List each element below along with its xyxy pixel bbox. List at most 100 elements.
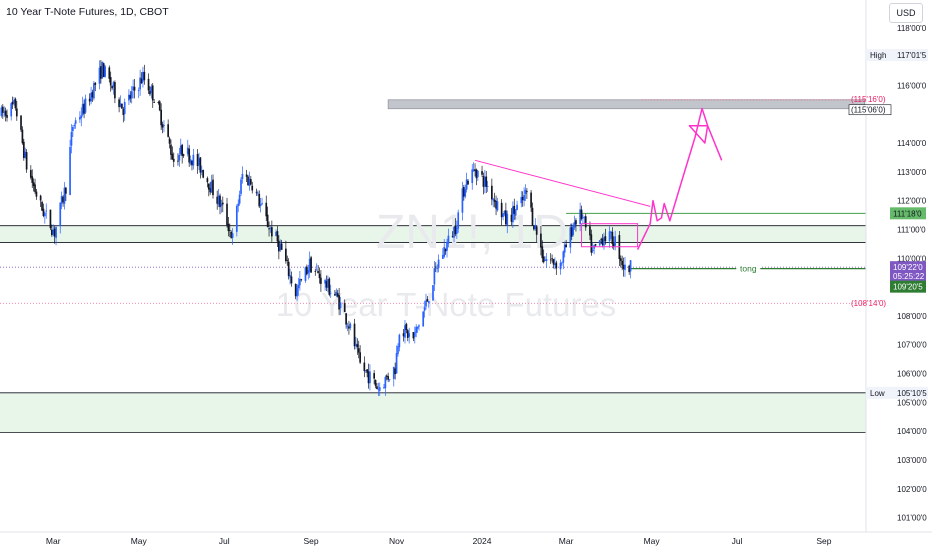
candle-body xyxy=(583,216,586,218)
candle xyxy=(404,319,406,344)
candle xyxy=(570,223,573,241)
candle-body xyxy=(534,224,537,230)
candle xyxy=(207,183,210,197)
candle xyxy=(406,329,409,342)
candle xyxy=(50,224,53,237)
candle xyxy=(563,241,566,258)
candle xyxy=(462,184,465,201)
candle xyxy=(45,203,48,219)
candle xyxy=(561,261,563,266)
trendline xyxy=(474,159,651,207)
candle-body xyxy=(4,110,7,116)
candle-body xyxy=(562,251,565,263)
candle xyxy=(219,193,221,215)
candle-body xyxy=(147,78,150,91)
candle-body xyxy=(516,204,518,210)
candle-body xyxy=(128,94,130,101)
price-tick-label: 116'00'0 xyxy=(897,81,927,90)
candle-body xyxy=(79,117,81,120)
candle xyxy=(464,184,467,199)
candle xyxy=(259,198,262,213)
candle-body xyxy=(349,323,352,328)
candle-body xyxy=(482,176,485,187)
price-tick-label: 114'00'0 xyxy=(897,139,927,148)
candle-body xyxy=(601,238,604,246)
candle-body xyxy=(230,231,233,239)
candle-body xyxy=(290,276,293,284)
candle xyxy=(182,153,185,158)
candle xyxy=(405,322,408,334)
candle-body xyxy=(554,263,556,266)
candle xyxy=(216,190,219,210)
candle-body xyxy=(542,256,545,263)
candle-body xyxy=(395,353,398,374)
candle-body xyxy=(271,227,273,237)
candle xyxy=(524,184,527,202)
candle xyxy=(591,242,594,254)
candle-body xyxy=(122,108,125,115)
candle-body xyxy=(545,259,548,262)
candle xyxy=(296,283,298,301)
candle xyxy=(364,370,367,373)
candle-body xyxy=(318,273,321,279)
candle xyxy=(308,251,311,278)
candle-body xyxy=(157,102,160,103)
candle-body xyxy=(24,151,27,158)
price-tick-label: 111'00'0 xyxy=(897,225,926,234)
candle-body xyxy=(114,82,116,99)
candle xyxy=(413,326,416,344)
candle-body xyxy=(621,260,624,266)
candle xyxy=(555,260,558,275)
candle-body xyxy=(108,67,111,79)
candle xyxy=(32,178,35,192)
candle-body xyxy=(565,244,567,248)
candle xyxy=(552,258,555,269)
candle xyxy=(137,87,140,99)
candle-body xyxy=(189,159,192,164)
candle xyxy=(101,61,104,80)
candle xyxy=(41,200,43,212)
candle-body xyxy=(493,199,496,202)
candle xyxy=(286,255,289,266)
candle xyxy=(598,240,601,247)
candle xyxy=(521,191,524,207)
candle xyxy=(290,271,293,287)
candle-body xyxy=(366,369,368,373)
candle-body xyxy=(575,220,577,225)
candle xyxy=(170,139,172,160)
candle xyxy=(238,190,241,206)
last-price: 109'22'0 xyxy=(893,263,923,272)
candle-body xyxy=(467,180,469,185)
candle-body xyxy=(177,160,179,162)
candle xyxy=(619,255,622,268)
candle xyxy=(59,202,62,234)
candle xyxy=(108,65,111,83)
candle xyxy=(530,190,532,212)
candle-body xyxy=(495,200,497,209)
candle xyxy=(94,82,97,92)
candle-body xyxy=(109,77,112,86)
candle xyxy=(255,188,258,196)
candle-body xyxy=(357,348,360,353)
watermark-name: 10 Year T-Note Futures xyxy=(276,286,617,323)
candle xyxy=(541,240,544,263)
candle xyxy=(129,91,132,103)
candle xyxy=(20,115,22,133)
candle xyxy=(177,153,179,166)
currency-button[interactable]: USD xyxy=(889,3,923,23)
time-tick-label: Jul xyxy=(732,536,743,546)
candle xyxy=(516,200,518,211)
candle xyxy=(491,178,493,206)
candle xyxy=(151,82,154,108)
candle-body xyxy=(285,248,287,262)
candle-body xyxy=(552,259,555,265)
candle-body xyxy=(406,330,409,338)
candle-body xyxy=(461,188,464,213)
candle-body xyxy=(170,144,172,155)
candle xyxy=(579,202,581,232)
candle-body xyxy=(63,187,66,204)
candle-body xyxy=(15,108,18,117)
candle-body xyxy=(258,193,261,207)
